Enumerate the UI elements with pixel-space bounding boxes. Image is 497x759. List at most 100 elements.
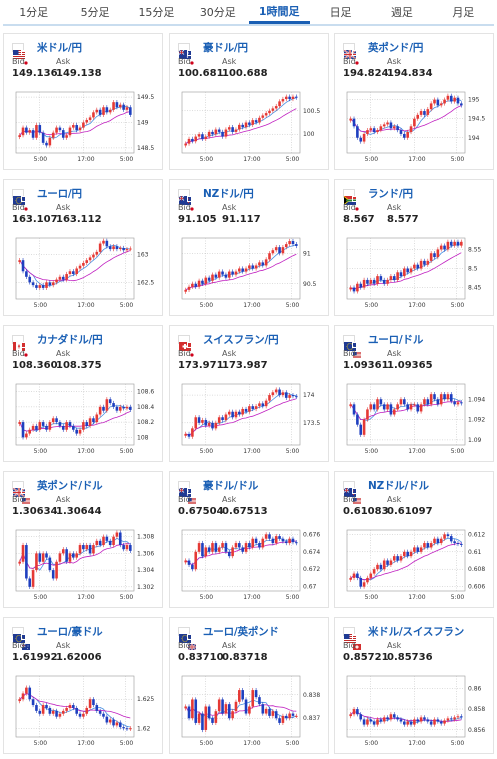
ma-slow-line	[19, 250, 131, 282]
price-chart[interactable]: 91 90.5 5:00 17:00 5:00	[176, 233, 326, 313]
tab-timeframe-5[interactable]: 日足	[329, 6, 352, 19]
price-chart[interactable]: 149.5 149 148.5 5:00 17:00 5:00	[10, 87, 160, 167]
price-chart[interactable]: 1.308 1.306 1.304 1.302 5:00 17:00 5:00	[10, 525, 160, 605]
pair-name-link[interactable]: ユーロ/英ポンド	[203, 625, 279, 638]
candle-body	[108, 246, 112, 250]
candlestick-svg: 163 162.5 5:00 17:00 5:00	[15, 237, 154, 309]
candle-body	[244, 122, 248, 128]
pair-name-link[interactable]: NZドル/ドル	[368, 479, 429, 492]
candle-body	[268, 395, 271, 401]
candle-body	[449, 394, 453, 402]
ask-label: Ask	[387, 349, 402, 358]
tab-timeframe-7[interactable]: 月足	[452, 6, 475, 19]
pair-name-link[interactable]: ユーロ/豪ドル	[37, 625, 103, 638]
candle-body	[184, 289, 187, 292]
rate-card[interactable]: ユーロ/豪ドル Bid Ask 1.61992 1.62006 1.625 1.6…	[3, 617, 163, 754]
candle-body	[211, 422, 214, 429]
price-chart[interactable]: 0.676 0.674 0.672 0.67 5:00 17:00 5:00	[176, 525, 326, 605]
candle-body	[118, 722, 122, 728]
flag-newzealand-icon	[178, 188, 196, 212]
candle-body	[238, 690, 241, 702]
price-chart[interactable]: 0.838 0.837 5:00 17:00 5:00	[176, 671, 326, 751]
candle-body	[187, 138, 191, 144]
candle-body	[349, 577, 352, 580]
candle-body	[244, 408, 248, 412]
candle-body	[35, 425, 38, 430]
candle-body	[389, 404, 393, 415]
candle-body	[268, 708, 271, 716]
candle-body	[409, 126, 413, 133]
pair-name-link[interactable]: 米ドル/円	[37, 41, 82, 54]
rate-card[interactable]: ユーロ/ドル Bid Ask 1.09361 1.09365 1.094 1.09…	[334, 325, 494, 462]
y-tick-label: 1.625	[137, 696, 154, 703]
candle-body	[244, 268, 248, 272]
price-chart[interactable]: 195 194.5 194 5:00 17:00 5:00	[341, 87, 491, 167]
price-chart[interactable]: 0.86 0.858 0.856 5:00 17:00 5:00	[341, 671, 491, 751]
candle-body	[443, 245, 446, 250]
candle-body	[18, 135, 21, 138]
rate-card[interactable]: 豪ドル/円 Bid Ask 100.681 100.688 100.5 100 5:…	[169, 33, 329, 170]
price-chart[interactable]: 174 173.5 5:00 17:00 5:00	[176, 379, 326, 459]
price-chart[interactable]: 108.6 108.4 108.2 108 5:00 17:00 5:00	[10, 379, 160, 459]
flag-usa-icon	[12, 42, 30, 66]
tab-timeframe-3[interactable]: 30分足	[199, 6, 236, 19]
pair-name-link[interactable]: 英ポンド/ドル	[37, 479, 103, 492]
x-tick-label: 5:00	[120, 740, 134, 747]
candle-body	[28, 276, 32, 283]
candle-body	[271, 711, 275, 716]
tab-timeframe-4[interactable]: 1時間足	[248, 0, 310, 24]
candle-body	[372, 721, 376, 725]
rate-card[interactable]: 米ドル/スイスフラン Bid Ask 0.85721 0.85736 0.86 0…	[334, 617, 494, 754]
price-chart[interactable]: 8.55 8.5 8.45 5:00 17:00 5:00	[341, 233, 491, 313]
y-tick-label: 8.55	[468, 246, 482, 253]
candle-body	[356, 573, 359, 578]
price-chart[interactable]: 163 162.5 5:00 17:00 5:00	[10, 233, 160, 313]
ma-slow-line	[350, 711, 462, 722]
pair-name-link[interactable]: スイスフラン/円	[203, 333, 279, 346]
candle-body	[352, 118, 356, 127]
timeframe-tabs: 1分足 5分足 15分足 30分足 1時間足 日足 週足 月足	[3, 0, 494, 26]
price-chart[interactable]: 100.5 100 5:00 17:00 5:00	[176, 87, 326, 167]
rate-card[interactable]: ユーロ/円 Bid Ask 163.107 163.112 163 162.5 5:…	[3, 179, 163, 316]
pair-name-link[interactable]: 豪ドル/ドル	[203, 479, 259, 492]
price-chart[interactable]: 1.094 1.092 1.09 5:00 17:00 5:00	[341, 379, 491, 459]
pair-name-link[interactable]: NZドル/円	[203, 187, 254, 200]
rate-card[interactable]: 英ポンド/ドル Bid Ask 1.30634 1.30644 1.308 1.3…	[3, 471, 163, 608]
candle-body	[264, 400, 268, 407]
rate-card[interactable]: カナダドル/円 Bid Ask 108.360 108.375 108.6 108…	[3, 325, 163, 462]
tab-timeframe-2[interactable]: 15分足	[138, 6, 175, 19]
rate-card[interactable]: 米ドル/円 Bid Ask 149.136 149.138 149.5 149 14…	[3, 33, 163, 170]
pair-name-link[interactable]: カナダドル/円	[37, 333, 103, 346]
candle-body	[251, 690, 255, 707]
rate-card[interactable]: ランド/円 Bid Ask 8.567 8.577 8.55 8.5 8.45 5:0…	[334, 179, 494, 316]
pair-name-link[interactable]: ユーロ/ドル	[368, 333, 424, 346]
rate-card[interactable]: スイスフラン/円 Bid Ask 173.971 173.987 174 173.…	[169, 325, 329, 462]
bid-value: 0.67504	[178, 506, 224, 517]
y-tick-label: 1.09	[468, 437, 482, 444]
bid-label: Bid	[12, 203, 25, 212]
pair-name-link[interactable]: 米ドル/スイスフラン	[368, 625, 465, 638]
flag-japan-icon	[21, 49, 30, 66]
pair-name-link[interactable]: 豪ドル/円	[203, 41, 248, 54]
candle-body	[61, 710, 65, 714]
rate-card[interactable]: NZドル/円 Bid Ask 91.105 91.117 91 90.5 5:00 1…	[169, 179, 329, 316]
price-chart[interactable]: 1.625 1.62 5:00 17:00 5:00	[10, 671, 160, 751]
pair-name-link[interactable]: ランド/円	[368, 187, 413, 200]
tab-timeframe-6[interactable]: 週足	[390, 6, 413, 19]
candle-body	[72, 553, 75, 558]
rate-card[interactable]: ユーロ/英ポンド Bid Ask 0.83710 0.83718 0.838 0.…	[169, 617, 329, 754]
price-chart[interactable]: 0.612 0.61 0.608 0.606 5:00 17:00 5:00	[341, 525, 491, 605]
rate-card[interactable]: 英ポンド/円 Bid Ask 194.824 194.834 195 194.5 1…	[334, 33, 494, 170]
candle-body	[207, 277, 211, 281]
ma-fast-line	[19, 404, 131, 432]
pair-name-link[interactable]: 英ポンド/円	[368, 41, 424, 54]
rate-card[interactable]: NZドル/ドル Bid Ask 0.61083 0.61097 0.612 0.6…	[334, 471, 494, 608]
candle-body	[258, 697, 261, 705]
pair-name-link[interactable]: ユーロ/円	[37, 187, 82, 200]
ask-label: Ask	[222, 641, 237, 650]
rate-card[interactable]: 豪ドル/ドル Bid Ask 0.67504 0.67513 0.676 0.67…	[169, 471, 329, 608]
candle-body	[28, 130, 32, 133]
tab-timeframe-0[interactable]: 1分足	[19, 6, 49, 19]
candle-body	[453, 541, 456, 544]
tab-timeframe-1[interactable]: 5分足	[80, 6, 110, 19]
